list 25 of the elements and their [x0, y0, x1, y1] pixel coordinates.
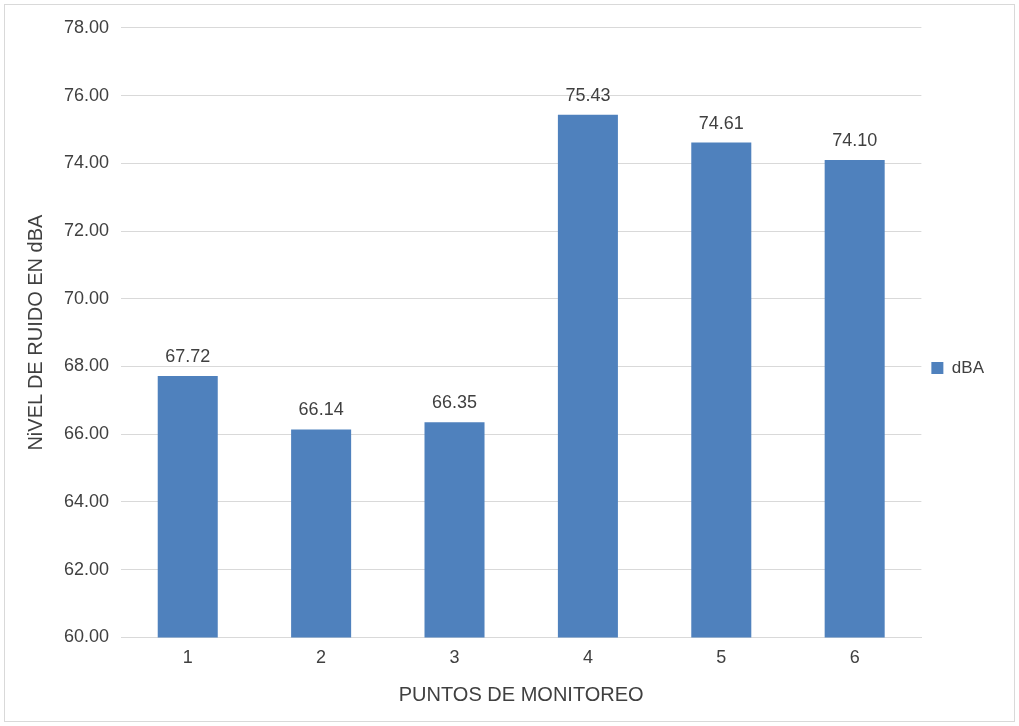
x-tick-label: 1 [182, 647, 193, 668]
y-tick-label: 68.00 [64, 355, 110, 376]
legend-label: dBA [951, 357, 985, 377]
y-tick-label: 60.00 [64, 626, 110, 647]
x-tick-label: 4 [582, 647, 593, 668]
data-label: 74.61 [698, 112, 744, 133]
x-tick-label: 3 [449, 647, 460, 668]
x-tick-label: 6 [849, 647, 860, 668]
data-label: 66.14 [298, 399, 344, 420]
y-tick-label: 76.00 [64, 84, 110, 105]
y-tick-label: 78.00 [64, 16, 110, 37]
y-tick-label: 72.00 [64, 219, 110, 240]
x-tick-label: 2 [316, 647, 327, 668]
y-axis-title: NiVEL DE RUIDO EN dBA [23, 213, 46, 451]
data-label: 67.72 [165, 345, 211, 366]
x-axis-title: PUNTOS DE MONITOREO [398, 682, 644, 705]
data-label: 66.35 [431, 392, 478, 413]
y-tick-label: 74.00 [64, 152, 110, 173]
data-label: 75.43 [565, 84, 611, 105]
y-tick-label: 64.00 [64, 490, 110, 511]
y-tick-label: 66.00 [64, 423, 110, 444]
y-tick-label: 70.00 [64, 287, 110, 308]
y-tick-label: 62.00 [64, 558, 110, 579]
data-label: 74.10 [832, 129, 878, 150]
x-tick-label: 5 [716, 647, 727, 668]
